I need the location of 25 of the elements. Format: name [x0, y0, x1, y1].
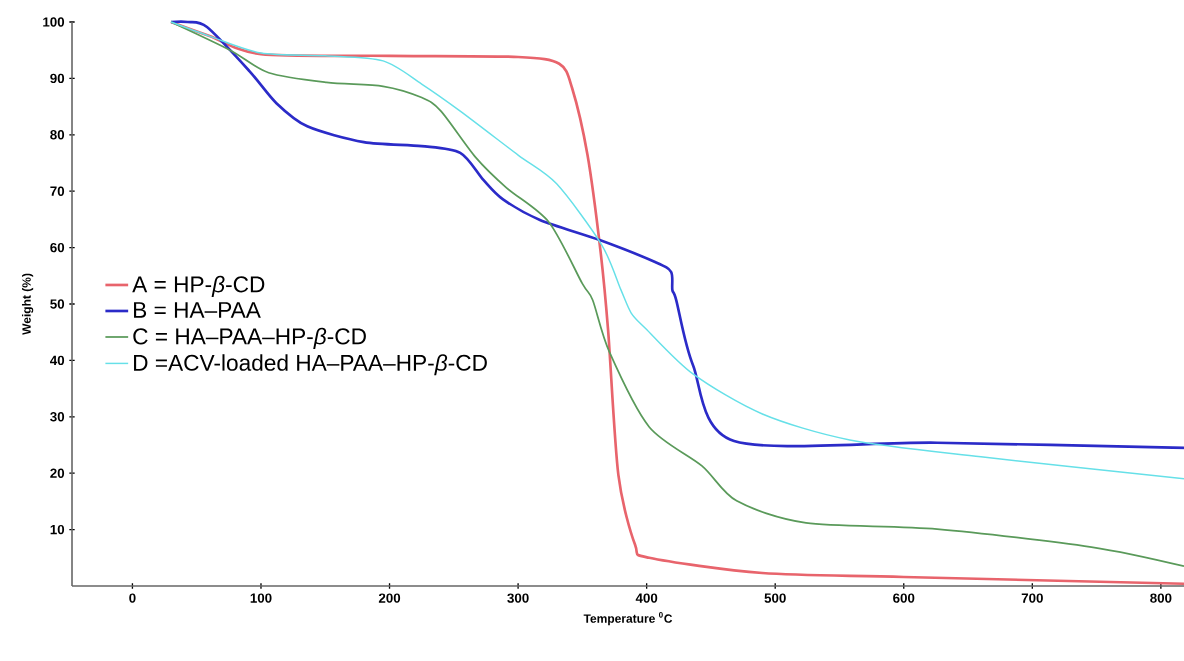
legend-label: C = HA–PAA–HP-β-CD [133, 327, 366, 349]
x-tick-label: 700 [1021, 593, 1043, 603]
x-tick-label: 400 [635, 593, 658, 603]
y-tick-label: 70 [50, 186, 65, 196]
y-tick-label: 90 [50, 73, 65, 84]
x-tick-label: 100 [250, 593, 272, 603]
legend-label: B = HA–PAA [134, 302, 261, 318]
x-axis-title: Temperature $^{0}$C [583, 611, 673, 626]
legend-label: D =ACV-loaded HA–PAA–HP-β-CD [134, 354, 487, 376]
y-tick-label: 100 [43, 17, 65, 27]
x-tick-label: 800 [1150, 593, 1172, 603]
x-tick-label: 300 [507, 593, 529, 603]
y-tick-label: 30 [50, 412, 65, 422]
legend-label: A = HP-β-CD [132, 275, 265, 297]
x-tick-label: 600 [893, 593, 915, 603]
y-tick-label: 10 [50, 524, 65, 535]
x-tick-label: 200 [378, 593, 401, 603]
y-axis-title: Weight (%) [21, 273, 34, 335]
y-tick-label: 60 [50, 242, 65, 253]
y-tick-label: 50 [50, 299, 65, 309]
x-tick-label: 0 [129, 593, 136, 603]
x-tick-label: 500 [764, 593, 786, 603]
y-tick-label: 20 [50, 468, 65, 478]
y-tick-label: 40 [50, 355, 65, 366]
y-tick-label: 80 [50, 130, 65, 140]
